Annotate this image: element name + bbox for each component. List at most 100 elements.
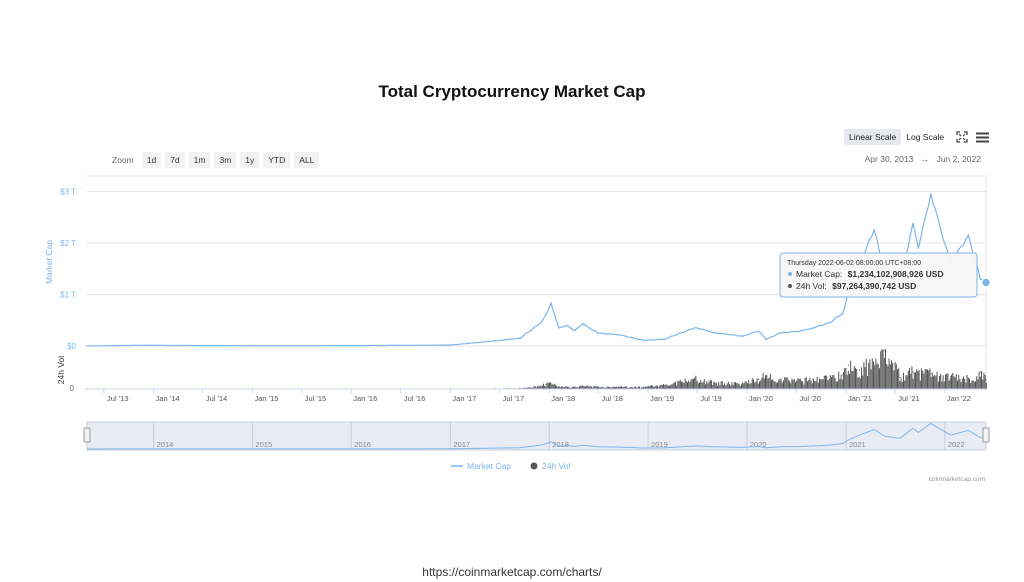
market-cap-point (873, 229, 875, 231)
volume-bar (865, 358, 867, 389)
volume-point (912, 371, 914, 373)
volume-bar (917, 370, 919, 389)
market-cap-point (842, 312, 844, 315)
market-cap-point (618, 333, 620, 336)
volume-bar (910, 373, 912, 389)
volume-point (558, 386, 560, 388)
market-cap-point (565, 324, 568, 327)
legend-item-market-cap[interactable]: Market Cap (451, 461, 511, 471)
volume-bar (922, 370, 924, 389)
log-scale-button[interactable]: Log Scale (906, 132, 945, 142)
volume-bar (606, 386, 608, 389)
volume-bar (875, 358, 877, 389)
volume-point (847, 364, 850, 366)
volume-bar (543, 383, 544, 389)
volume-bar (761, 377, 763, 389)
legend-item-volume[interactable]: 24h Vol (530, 461, 571, 471)
market-cap-point (812, 327, 814, 329)
volume-bar (780, 378, 782, 389)
volume-bar (923, 373, 925, 389)
volume-bar (945, 374, 946, 389)
market-cap-point (519, 337, 521, 340)
volume-bar (537, 386, 538, 389)
volume-bars (481, 349, 987, 389)
volume-bar (814, 381, 816, 389)
market-cap-point (741, 335, 744, 338)
volume-bar (979, 376, 981, 389)
volume-bar (966, 375, 968, 389)
volume-bar (957, 380, 958, 389)
volume-zero-tick: 0 (70, 384, 75, 393)
credits-link[interactable]: coinmarketcap.com (929, 476, 985, 483)
volume-bar (706, 381, 708, 389)
volume-point (917, 374, 919, 376)
zoom-1y-button[interactable]: 1y (240, 152, 260, 168)
volume-bar (889, 364, 891, 389)
volume-point (597, 386, 599, 388)
volume-bar (720, 381, 722, 389)
range-arrow: → (920, 154, 930, 164)
zoom-all-button[interactable]: ALL (294, 152, 320, 168)
volume-bar (611, 387, 613, 389)
volume-bar (967, 377, 969, 389)
volume-bar (911, 366, 913, 389)
volume-bar (535, 387, 537, 389)
volume-bar (670, 384, 672, 389)
zoom-7d-button[interactable]: 7d (165, 152, 185, 168)
volume-bar (977, 379, 979, 389)
volume-bar (723, 385, 724, 389)
zoom-1m-button[interactable]: 1m (188, 152, 211, 168)
volume-bar (839, 379, 841, 389)
volume-bar (675, 381, 676, 389)
volume-bar (915, 372, 916, 389)
volume-bar (732, 384, 734, 389)
volume-bar (526, 387, 528, 389)
hover-point[interactable] (981, 277, 991, 288)
volume-bar (547, 383, 549, 389)
volume-bar (655, 385, 657, 389)
zoom-3m-button[interactable]: 3m (214, 152, 237, 168)
zoom-ytd-button[interactable]: YTD (263, 152, 291, 168)
navigator-left-handle[interactable] (83, 427, 91, 443)
navigator-tick-label: 2015 (255, 440, 272, 449)
volume-bar (921, 368, 922, 389)
volume-bar (613, 386, 615, 389)
market-cap-point (757, 330, 760, 332)
volume-bar (618, 386, 620, 389)
volume-bar (955, 374, 957, 389)
navigator-right-handle[interactable] (982, 427, 990, 443)
volume-bar (538, 386, 540, 389)
volume-bar (863, 362, 865, 389)
volume-bar (540, 386, 542, 389)
volume-bar (631, 387, 633, 389)
linear-scale-button[interactable]: Linear Scale (844, 129, 902, 145)
volume-bar (661, 385, 663, 389)
navigator[interactable]: 2014 2015 2016 2017 2018 2019 2020 2021 2022 (83, 421, 990, 451)
volume-bar (933, 376, 934, 389)
volume-bar (931, 372, 933, 389)
volume-bar (676, 385, 678, 389)
volume-bar (701, 382, 703, 389)
volume-bar (738, 384, 740, 389)
volume-bar (730, 385, 732, 389)
volume-bar (727, 381, 729, 389)
volume-bar (741, 384, 742, 389)
volume-bar (688, 380, 690, 389)
volume-bar (735, 382, 736, 389)
fullscreen-icon[interactable] (955, 130, 969, 144)
volume-bar (667, 385, 669, 389)
volume-bar (555, 384, 556, 389)
volume-bar (557, 386, 559, 389)
volume-bar (837, 381, 838, 389)
volume-bar (819, 378, 820, 389)
menu-icon[interactable] (975, 130, 989, 144)
zoom-1d-button[interactable]: 1d (141, 152, 162, 168)
volume-bar (622, 387, 624, 389)
range-to[interactable]: Jun 2, 2022 (936, 154, 981, 164)
volume-bar (715, 382, 717, 389)
volume-bar (737, 383, 739, 389)
range-from[interactable]: Apr 30, 2013 (864, 154, 914, 164)
volume-bar (567, 386, 568, 389)
volume-bar (565, 387, 567, 389)
volume-bar (709, 380, 711, 389)
